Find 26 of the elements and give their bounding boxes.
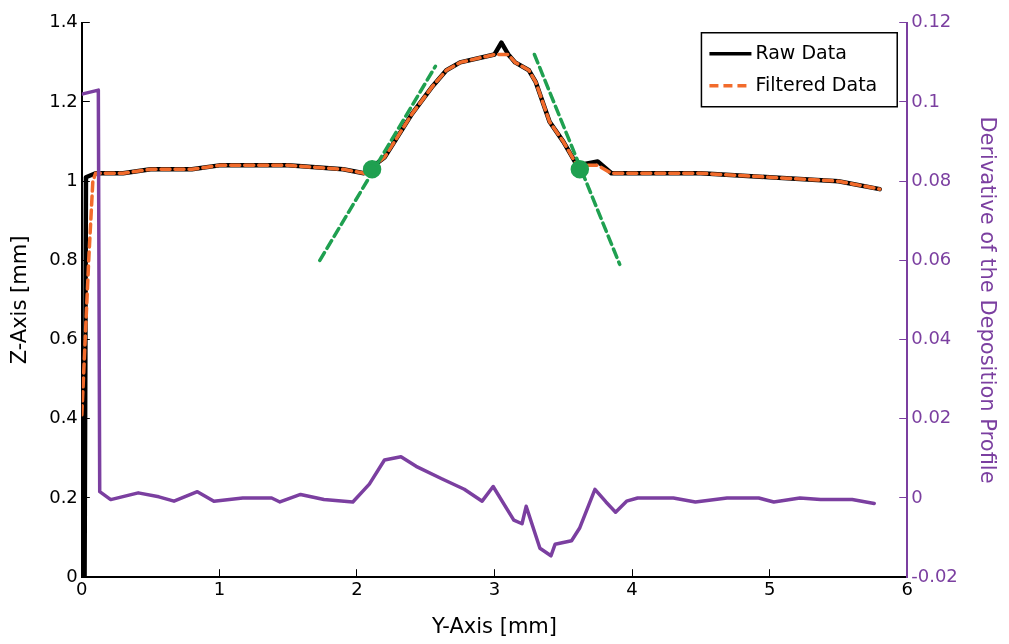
y2-tick-label: 0.12 <box>911 10 952 32</box>
y2-tick-label: 0.02 <box>911 406 952 428</box>
y-tick-label: 1.2 <box>49 89 78 111</box>
x-tick-label: 5 <box>763 577 776 599</box>
y2-tick-label: -0.02 <box>911 564 958 586</box>
legend-label: Filtered Data <box>755 72 878 95</box>
y2-axis-title: Derivative of the Deposition Profile <box>975 116 1000 484</box>
y2-tick-label: 0.08 <box>911 168 952 190</box>
x-tick-label: 6 <box>901 577 913 599</box>
y2-tick-label: 0 <box>911 485 923 507</box>
x-tick-label: 1 <box>213 577 226 599</box>
y-tick-label: 0.6 <box>49 327 78 349</box>
y-tick-label: 0.4 <box>49 406 78 428</box>
y-tick-label: 0.2 <box>49 485 78 507</box>
legend-label: Raw Data <box>755 40 847 63</box>
y-tick-label: 1.4 <box>49 10 78 32</box>
x-tick-label: 2 <box>351 577 363 599</box>
x-tick-label: 4 <box>626 577 638 599</box>
y2-tick-label: 0.1 <box>911 89 940 111</box>
x-axis-title: Y-Axis [mm] <box>431 613 558 638</box>
y2-tick-label: 0.04 <box>911 327 952 349</box>
y-axis-title: Z-Axis [mm] <box>7 235 32 365</box>
y2-tick-label: 0.06 <box>911 248 952 270</box>
y-tick-label: 0.8 <box>49 248 78 270</box>
y-tick-label: 1 <box>66 168 78 190</box>
x-tick-label: 3 <box>488 577 501 599</box>
